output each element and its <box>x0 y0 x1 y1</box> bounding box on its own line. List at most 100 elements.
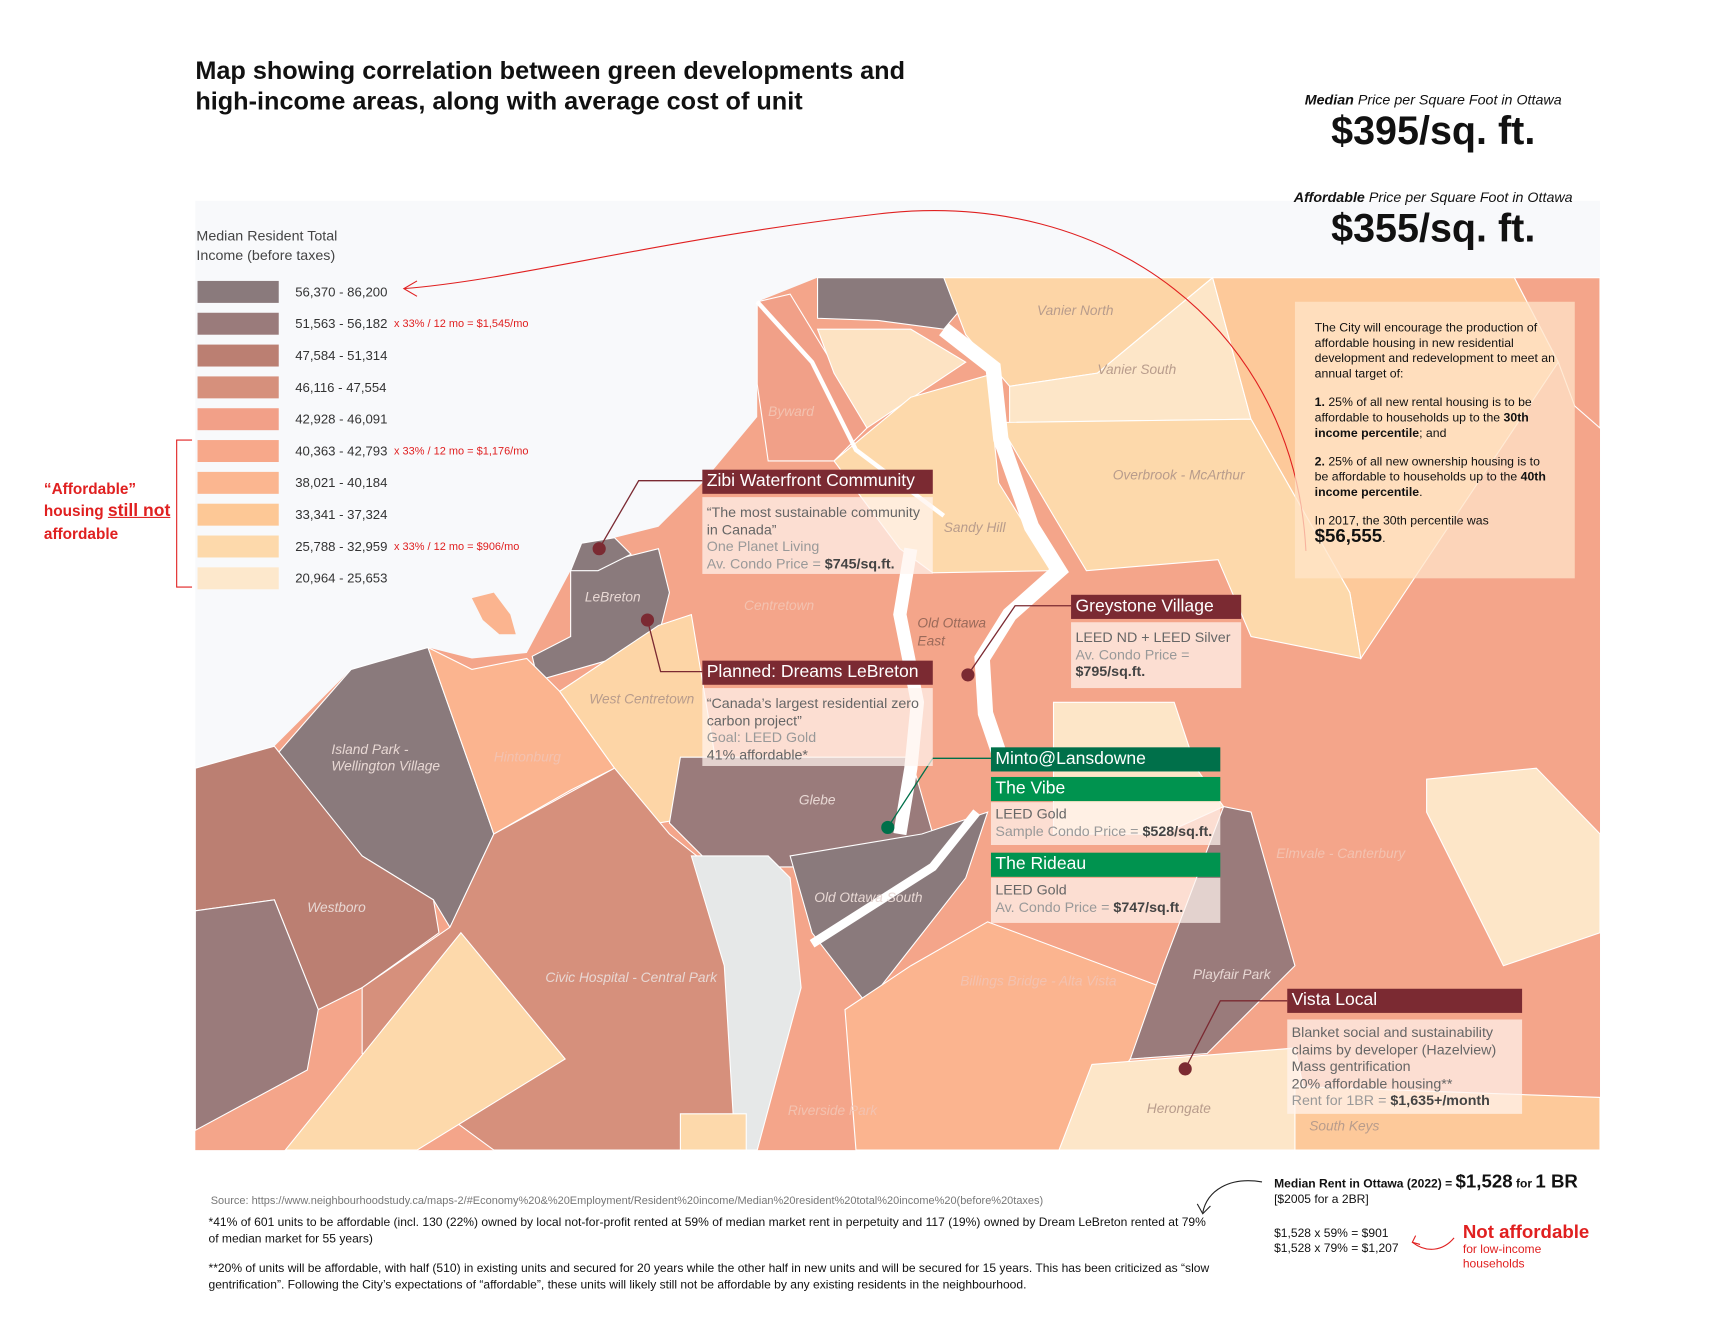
legend-title-line2: Income (before taxes) <box>196 246 336 264</box>
rent-arrow-head <box>1196 1203 1211 1215</box>
median-rent-unit: 1 BR <box>1535 1170 1578 1192</box>
neighbourhood-label: Billings Bridge - Alta Vista <box>960 973 1117 989</box>
rideau-price-label: Av. Condo Price = <box>995 898 1114 915</box>
legend-range: 46,116 - 47,554 <box>295 379 387 396</box>
legend-item: 51,563 - 56,182 x 33% / 12 mo = $1,545/mo <box>197 312 529 335</box>
neighbourhood-label: East <box>917 633 945 649</box>
legend-title-line1: Median Resident Total <box>196 227 338 244</box>
zibi-price-label: Av. Condo Price = <box>706 554 825 572</box>
city-policy-point-1: 1. 25% of all new rental housing is to b… <box>1315 395 1555 441</box>
greystone-marker <box>961 668 975 682</box>
zibi-marker <box>592 542 606 556</box>
legend-range: 47,584 - 51,314 <box>295 347 388 364</box>
median-label: Price per Square Foot in Ottawa <box>1353 91 1562 108</box>
point-2-end: . <box>1419 486 1423 500</box>
neighbourhood-label: Playfair Park <box>1192 966 1271 983</box>
legend-range: 38,021 - 40,184 <box>295 475 388 491</box>
rent-calculations: $1,528 x 59% = $901 $1,528 x 79% = $1,20… <box>1274 1226 1399 1257</box>
rent-calc-79: $1,528 x 79% = $1,207 <box>1274 1242 1399 1256</box>
legend-range: 56,370 - 86,200 <box>295 284 388 300</box>
neighbourhood-label: Old Ottawa <box>917 615 987 632</box>
legend-title: Median Resident Total Income (before tax… <box>196 226 337 266</box>
source-link[interactable]: Source: https://www.neighbourhoodstudy.c… <box>210 1195 1044 1208</box>
legend-swatch <box>197 376 279 399</box>
region-overbrook <box>997 418 1362 660</box>
percentile-arrow <box>403 210 1307 551</box>
dreams-quote: “Canada’s largest residential zero carbo… <box>706 694 919 729</box>
vista-price-label: Rent for 1BR = <box>1291 1091 1391 1109</box>
median-rent-for: for <box>1512 1177 1536 1191</box>
legend-swatch <box>197 440 279 463</box>
point-1-text: 25% of all new rental housing is to be a… <box>1314 396 1532 425</box>
legend-range: 20,964 - 25,653 <box>295 570 388 587</box>
percentile-end: . <box>1382 532 1386 546</box>
affordable-price-value: $355/sq. ft. <box>1331 205 1536 251</box>
minto-callout-title: Minto@Lansdowne <box>990 747 1221 772</box>
legend-swatch <box>197 567 279 590</box>
neighbourhood-label: Hintonburg <box>493 749 561 765</box>
region-playfair-park <box>1129 805 1296 1060</box>
affordable-annotation-emphasis: still not <box>107 501 171 521</box>
greystone-connector <box>967 605 1072 676</box>
affordable-bracket <box>176 439 193 588</box>
legend-item: 33,341 - 37,324 <box>197 503 394 526</box>
legend-item: 46,116 - 47,554 <box>197 376 394 399</box>
rideau-lower <box>809 809 981 948</box>
zibi-price: $745/sq.ft. <box>824 554 895 572</box>
neighbourhood-label: Wellington Village <box>331 758 440 774</box>
neighbourhood-label: Sandy Hill <box>943 520 1006 536</box>
point-2-text: 25% of all new ownership housing is to b… <box>1314 455 1540 484</box>
affordable-label: Price per Square Foot in Ottawa <box>1364 188 1573 206</box>
zibi-callout-body: “The most sustainable community in Canad… <box>702 497 933 574</box>
rideau-certification: LEED Gold <box>995 881 1067 898</box>
rideau-callout-title: The Rideau <box>990 852 1221 877</box>
legend-rent-note: x 33% / 12 mo = $1,176/mo <box>393 444 529 458</box>
point-1-bold: 30th income percentile <box>1314 411 1529 441</box>
region-east-light <box>1426 767 1601 967</box>
dreams-connector <box>646 619 703 673</box>
affordable-annotation-line2: housing <box>43 501 108 520</box>
vista-callout-body: Blanket social and sustainability claims… <box>1287 1019 1523 1114</box>
legend-swatch <box>197 344 279 367</box>
legend-range: 25,788 - 32,959 <box>295 538 388 555</box>
region-river-grey <box>690 855 802 1151</box>
neighbourhood-label: Centretown <box>744 598 815 614</box>
zibi-connector <box>598 480 703 550</box>
legend-swatch <box>197 471 279 494</box>
affordable-annotation-line3: affordable <box>43 524 119 543</box>
median-label-em: Median <box>1304 91 1354 108</box>
median-price-stat: Median Price per Square Foot in Ottawa $… <box>1269 91 1598 154</box>
vista-claims: Blanket social and sustainability claims… <box>1291 1023 1497 1058</box>
percentile-value: $56,555 <box>1314 525 1383 547</box>
neighbourhood-label: West Centretown <box>589 691 695 707</box>
legend-range: 40,363 - 42,793 <box>295 443 388 459</box>
median-price-value: $395/sq. ft. <box>1331 107 1536 153</box>
neighbourhood-label: Island Park - <box>331 741 409 758</box>
region-riverside-bottom <box>679 1113 747 1151</box>
region-small-island <box>471 592 516 635</box>
legend-swatch <box>197 408 279 431</box>
page-title: Map showing correlation between green de… <box>195 55 906 116</box>
affordable-price-stat: Affordable Price per Square Foot in Otta… <box>1269 189 1598 252</box>
legend-range: 42,928 - 46,091 <box>295 411 388 427</box>
not-affordable-note: Not affordable for low-income households <box>1463 1221 1589 1271</box>
rent-arrow <box>1202 1180 1263 1213</box>
footnote-1: *41% of 601 units to be affordable (incl… <box>208 1215 1206 1246</box>
neighbourhood-label: Overbrook - McArthur <box>1112 467 1245 483</box>
zibi-quote: “The most sustainable community in Canad… <box>706 503 921 538</box>
vista-marker <box>1178 1062 1192 1076</box>
legend-range: 51,563 - 56,182 <box>295 316 388 332</box>
minto-marker <box>881 820 895 835</box>
affordable-label-em: Affordable <box>1293 188 1365 206</box>
zibi-certification: One Planet Living <box>706 537 820 555</box>
neighbourhood-label: Old Ottawa South <box>814 889 923 906</box>
point-1-number: 1. <box>1314 396 1325 410</box>
legend-item: 25,788 - 32,959 x 33% / 12 mo = $906/mo <box>197 535 520 558</box>
neighbourhood-label: LeBreton <box>584 589 641 605</box>
vista-callout-title: Vista Local <box>1287 988 1523 1013</box>
greystone-price: $795/sq.ft. <box>1075 662 1146 680</box>
legend-item: 38,021 - 40,184 <box>197 471 394 494</box>
rideau-river <box>939 323 1069 771</box>
median-rent: Median Rent in Ottawa (2022) = $1,528 fo… <box>1274 1170 1578 1207</box>
legend-item: 42,928 - 46,091 <box>197 408 394 431</box>
